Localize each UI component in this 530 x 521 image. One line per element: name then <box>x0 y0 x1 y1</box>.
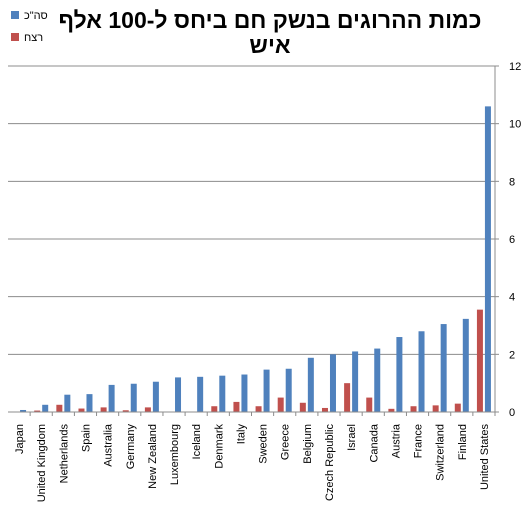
bar-total-belgium <box>307 357 314 412</box>
bar-murder-greece <box>277 397 284 412</box>
bar-murder-france <box>410 406 417 412</box>
bar-total-spain <box>86 394 93 412</box>
bar-murder-united-states <box>476 309 483 412</box>
bar-murder-czech-republic <box>321 407 328 412</box>
bars <box>20 106 491 412</box>
chart-title: כמות ההרוגים בנשק חם ביחס ל-100 אלף איש <box>59 7 482 58</box>
bar-total-luxembourg <box>175 377 182 412</box>
x-category-label: Denmark <box>213 424 225 469</box>
bar-murder-new-zealand <box>144 407 151 412</box>
bar-murder-germany <box>122 410 129 412</box>
bar-total-switzerland <box>440 324 447 412</box>
x-category-label: Italy <box>235 424 247 445</box>
legend: סה"כ רצח <box>11 10 48 44</box>
y-tick-label: 0 <box>509 407 515 419</box>
bar-total-germany <box>130 383 137 412</box>
y-tick-label: 6 <box>509 234 515 246</box>
bar-total-finland <box>462 318 469 412</box>
x-category-label: Germany <box>125 424 137 470</box>
bar-total-italy <box>241 374 248 412</box>
x-category-label: Belgium <box>302 424 314 464</box>
bar-murder-belgium <box>299 402 306 412</box>
y-tick-label: 4 <box>509 292 515 304</box>
y-tick-label: 12 <box>509 61 521 73</box>
y-axis-ticks: 0 2 4 6 8 10 12 <box>495 61 521 419</box>
x-category-label: United Kingdom <box>36 424 48 502</box>
y-tick-label: 2 <box>509 349 515 361</box>
bar-total-canada <box>374 348 381 412</box>
x-category-label: Canada <box>368 423 380 462</box>
bar-murder-canada <box>366 397 373 412</box>
bar-total-united-kingdom <box>42 404 49 412</box>
x-category-label: Australia <box>103 423 115 467</box>
x-category-label: Israel <box>346 424 358 451</box>
bar-murder-netherlands <box>56 404 63 412</box>
x-category-label: Netherlands <box>58 424 70 484</box>
y-tick-label: 8 <box>509 176 515 188</box>
bar-total-new-zealand <box>152 381 159 412</box>
bar-murder-switzerland <box>432 405 439 412</box>
x-category-label: Luxembourg <box>169 424 181 485</box>
bar-murder-australia <box>100 407 107 412</box>
bar-total-netherlands <box>64 394 71 412</box>
bar-total-sweden <box>263 369 270 412</box>
legend-label-total: סה"כ <box>24 10 48 22</box>
bar-total-united-states <box>484 106 491 412</box>
bar-total-australia <box>108 384 115 412</box>
legend-label-murder: רצח <box>24 32 43 44</box>
bar-total-france <box>418 331 425 412</box>
legend-swatch-murder <box>11 33 19 41</box>
bar-murder-austria <box>388 408 395 412</box>
x-category-label: Sweden <box>258 424 270 464</box>
bar-total-austria <box>396 337 403 412</box>
bar-total-greece <box>285 368 292 412</box>
gridlines <box>8 65 495 413</box>
x-category-label: Iceland <box>191 424 203 459</box>
y-tick-label: 10 <box>509 119 521 131</box>
x-axis-categories: Japan United Kingdom Netherlands Spain Austr… <box>14 423 491 502</box>
bar-total-iceland <box>197 376 204 412</box>
bar-total-israel <box>352 351 359 412</box>
bar-murder-finland <box>454 403 461 412</box>
bar-murder-united-kingdom <box>34 410 41 412</box>
x-category-label: Austria <box>390 423 402 458</box>
chart-title-line-1: כמות ההרוגים בנשק חם ביחס ל-100 אלף <box>59 7 482 33</box>
bar-murder-sweden <box>255 406 262 412</box>
bar-total-czech-republic <box>329 354 336 412</box>
x-category-label: Switzerland <box>435 424 447 481</box>
x-category-label: United States <box>479 424 491 491</box>
bar-murder-israel <box>344 383 351 412</box>
x-category-label: Spain <box>80 424 92 452</box>
x-category-label: Greece <box>280 424 292 460</box>
bar-murder-italy <box>233 401 240 412</box>
legend-swatch-total <box>11 11 19 19</box>
x-category-label: France <box>413 424 425 458</box>
x-category-label: Czech Republic <box>324 424 336 502</box>
x-category-label: Finland <box>457 424 469 460</box>
bar-total-denmark <box>219 375 226 412</box>
chart-title-line-2: איש <box>249 32 290 58</box>
bar-total-japan <box>20 409 27 412</box>
x-category-label: New Zealand <box>147 424 159 489</box>
bar-murder-denmark <box>211 406 218 412</box>
bar-murder-spain <box>78 408 85 412</box>
x-category-label: Japan <box>14 424 26 454</box>
